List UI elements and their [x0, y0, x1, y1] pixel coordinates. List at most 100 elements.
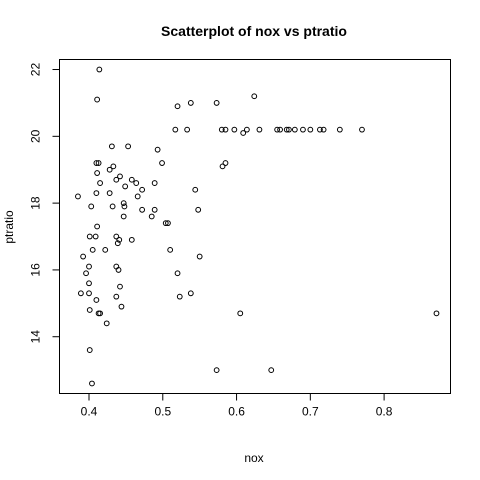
y-axis-label: ptratio [2, 210, 16, 244]
data-point [174, 270, 181, 277]
data-point [165, 220, 171, 227]
data-point [151, 206, 158, 213]
data-point [187, 290, 194, 297]
data-point [120, 213, 127, 220]
x-axis-label: nox [244, 451, 263, 465]
data-point [94, 170, 101, 176]
data-point [128, 236, 135, 243]
data-point [195, 206, 202, 213]
data-point [237, 310, 244, 317]
data-point [113, 293, 120, 300]
data-point [89, 246, 96, 253]
data-point [77, 290, 84, 297]
data-point [80, 253, 87, 260]
data-point [184, 126, 191, 133]
data-point [117, 283, 123, 290]
data-point [93, 190, 100, 197]
data-point [256, 126, 263, 133]
data-point [96, 66, 103, 73]
data-point [97, 310, 103, 317]
x-tick-label: 0.8 [376, 405, 393, 419]
data-point [291, 126, 298, 133]
data-point [154, 146, 161, 153]
data-point [139, 206, 146, 213]
data-point [121, 203, 128, 210]
x-axis: 0.4 0.5 0.6 0.7 0.8 [81, 393, 393, 419]
data-point [151, 180, 158, 186]
data-point [167, 246, 174, 253]
data-point [94, 223, 101, 230]
y-tick-label: 16 [29, 263, 43, 277]
x-tick-label: 0.4 [81, 405, 98, 419]
data-point [148, 213, 155, 220]
data-point [88, 203, 95, 210]
data-point [92, 233, 99, 240]
data-point [113, 233, 120, 240]
data-point [213, 100, 220, 106]
data-point [172, 126, 179, 133]
data-point [192, 186, 199, 193]
data-point [117, 173, 123, 180]
data-point [320, 126, 327, 133]
data-point [159, 160, 165, 166]
data-point [317, 126, 323, 133]
data-point [106, 166, 113, 173]
data-point [139, 186, 146, 193]
data-point [86, 233, 93, 240]
data-point [274, 126, 281, 133]
data-point [93, 160, 100, 166]
x-tick-label: 0.6 [228, 405, 245, 419]
data-point [110, 163, 117, 170]
data-point [222, 160, 229, 166]
data-point [176, 293, 183, 300]
data-point [240, 130, 247, 136]
data-point [133, 180, 140, 186]
data-point [277, 126, 283, 133]
y-tick-label: 18 [29, 196, 43, 210]
data-point [106, 190, 113, 197]
data-point [95, 160, 102, 166]
data-point [174, 103, 181, 110]
data-point [97, 180, 103, 186]
y-axis: 14 16 18 20 22 [29, 63, 60, 343]
data-point [300, 126, 306, 133]
data-point [307, 126, 314, 133]
data-point [128, 176, 135, 183]
data-point [433, 310, 440, 317]
data-point [231, 126, 238, 133]
data-point [187, 100, 194, 106]
data-point [122, 183, 129, 190]
data-point [219, 163, 226, 170]
data-point [125, 143, 132, 150]
data-point [120, 200, 127, 207]
data-point [94, 96, 101, 103]
data-point [86, 290, 92, 297]
data-points [75, 66, 440, 387]
data-point [243, 126, 250, 133]
data-point [114, 240, 121, 247]
data-point [86, 307, 93, 313]
data-point [109, 203, 116, 210]
data-point [113, 176, 120, 183]
data-point [134, 193, 141, 200]
y-tick-label: 20 [29, 129, 43, 143]
data-point [86, 280, 92, 287]
data-point [196, 253, 203, 260]
data-point [162, 220, 169, 227]
plot-frame [59, 59, 451, 394]
data-point [86, 263, 92, 270]
data-point [118, 303, 125, 310]
data-point [222, 126, 229, 133]
data-point [93, 297, 100, 303]
data-point [86, 347, 93, 353]
chart-title: Scatterplot of nox vs ptratio [161, 23, 347, 39]
data-point [213, 367, 220, 374]
data-point [116, 236, 123, 243]
data-point [251, 93, 258, 100]
data-point [102, 246, 109, 253]
data-point [75, 193, 81, 200]
x-tick-label: 0.5 [154, 405, 171, 419]
data-point [268, 367, 275, 374]
data-point [108, 143, 115, 150]
